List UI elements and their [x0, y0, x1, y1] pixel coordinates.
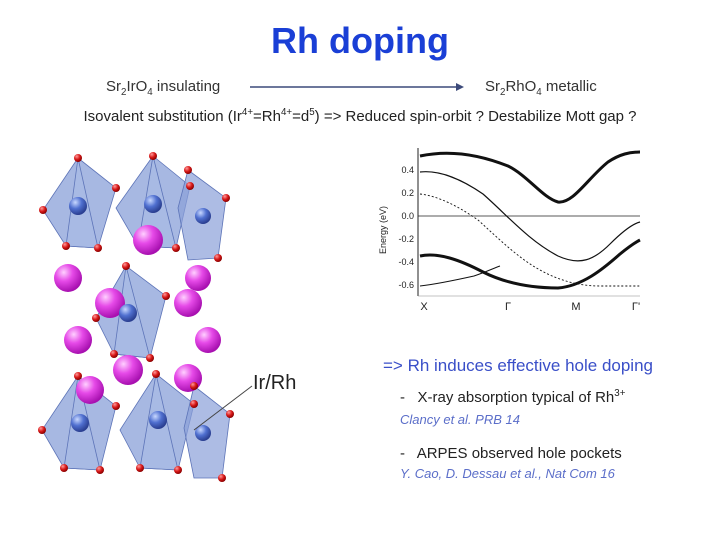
doping-arrow — [250, 83, 464, 91]
xtick-label: M — [571, 301, 580, 313]
crystal-structure-image — [38, 152, 234, 482]
hole-doping-claim: => Rh induces effective hole doping — [383, 356, 653, 375]
ir-rh-label: Ir/Rh — [253, 372, 297, 394]
reference-cao-dessau: Y. Cao, D. Dessau et al., Nat Com 16 — [400, 466, 615, 481]
xtick-label: Γ — [505, 301, 511, 313]
o-atoms — [38, 152, 234, 482]
ytick-label: 0.0 — [401, 211, 414, 221]
band-structure-plot: Energy (eV) 0.4 0.2 0.0 -0.2 -0.4 -0.6 X… — [378, 148, 641, 313]
ytick-label: -0.4 — [398, 257, 414, 267]
middle-band-thin — [419, 171, 641, 262]
xtick-label: X — [420, 301, 428, 313]
bullet-xray-absorption: - X-ray absorption typical of Rh3+ — [400, 388, 626, 406]
sr-atoms — [54, 225, 221, 404]
upper-band-thick — [419, 150, 641, 204]
ytick-label: -0.2 — [398, 234, 414, 244]
ir-rh-atoms — [69, 195, 211, 441]
metallic-compound-label: Sr2RhO4 metallic — [485, 78, 597, 98]
ytick-label: -0.6 — [398, 280, 414, 290]
lower-band-dashed — [419, 193, 640, 287]
insulating-compound-label: Sr2IrO4 insulating — [106, 78, 221, 98]
bottom-band-thin — [419, 265, 501, 287]
substitution-statement: Isovalent substitution (Ir4+=Rh4+=d5) =>… — [83, 107, 637, 125]
lower-band-thick — [419, 238, 641, 290]
bullet-arpes: - ARPES observed hole pockets — [400, 445, 622, 462]
xtick-label: Γ' — [632, 301, 640, 313]
reference-clancy: Clancy et al. PRB 14 — [400, 412, 520, 427]
ytick-label: 0.2 — [401, 188, 414, 198]
band-ylabel: Energy (eV) — [378, 206, 388, 254]
ytick-label: 0.4 — [401, 165, 414, 175]
slide-title: Rh doping — [271, 20, 449, 61]
